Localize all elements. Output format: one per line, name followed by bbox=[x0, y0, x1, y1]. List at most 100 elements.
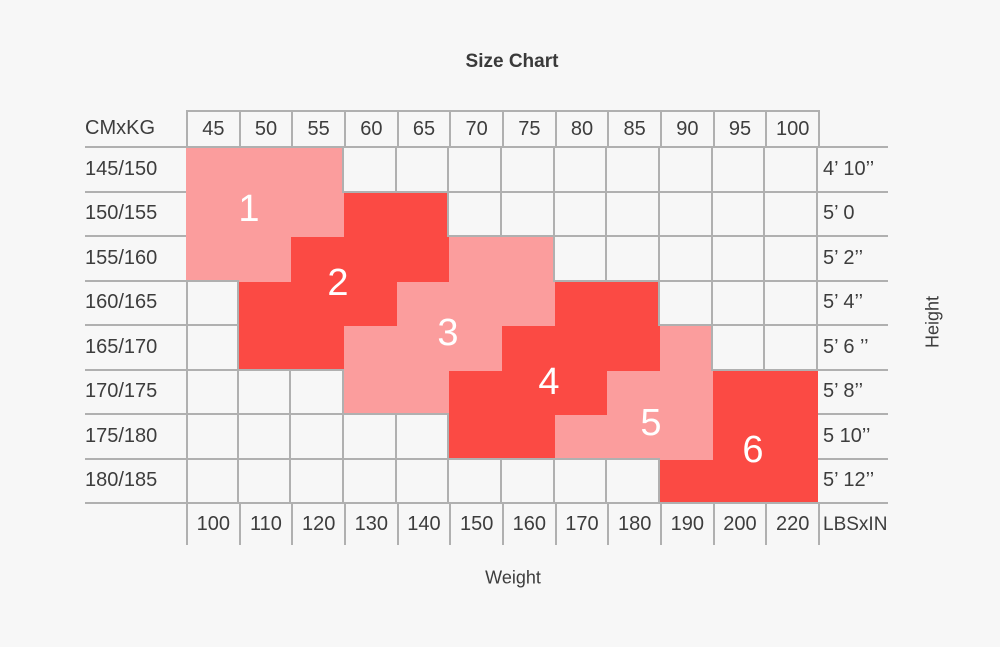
size-region-cell bbox=[449, 281, 502, 326]
size-region-cell bbox=[765, 415, 818, 460]
grid-cell bbox=[344, 148, 397, 193]
kg-header-cell: 75 bbox=[502, 110, 555, 148]
cm-row-label: 160/165 bbox=[85, 282, 186, 326]
kg-header-cell: 70 bbox=[449, 110, 502, 148]
size-region-cell bbox=[449, 326, 502, 371]
grid-cell bbox=[712, 148, 766, 193]
size-region-cell bbox=[291, 281, 344, 326]
chart-title: Size Chart bbox=[465, 51, 559, 72]
size-region-cell bbox=[712, 415, 766, 460]
grid-cell bbox=[186, 326, 239, 371]
grid-cell bbox=[344, 459, 397, 504]
grid-cell bbox=[660, 192, 713, 237]
size-region-cell bbox=[607, 370, 660, 415]
grid-cell bbox=[607, 148, 660, 193]
height-axis-label: Height bbox=[922, 295, 943, 349]
kg-header-cell: 60 bbox=[344, 110, 397, 148]
grid-cell bbox=[607, 237, 660, 282]
grid-cell bbox=[607, 459, 660, 504]
kg-header-cell: 80 bbox=[554, 110, 608, 148]
grid-cell bbox=[660, 281, 713, 326]
grid-cell bbox=[712, 326, 766, 371]
lbs-footer-cell: 110 bbox=[238, 504, 292, 545]
size-number-label: 5 bbox=[640, 402, 662, 444]
size-number-label: 2 bbox=[327, 262, 349, 304]
grid-cell bbox=[449, 192, 502, 237]
grid-cell bbox=[186, 459, 239, 504]
size-region-cell bbox=[449, 415, 502, 460]
lbs-footer-cell: 200 bbox=[712, 504, 766, 545]
grid-cell bbox=[238, 370, 292, 415]
size-region-cell bbox=[238, 148, 292, 193]
size-region-cell bbox=[291, 237, 344, 282]
grid-cell bbox=[765, 281, 818, 326]
size-region-cell bbox=[291, 148, 344, 193]
size-region-cell bbox=[291, 192, 344, 237]
ftin-row-label: 5’ 4’’ bbox=[818, 282, 888, 326]
kg-header-cell: 95 bbox=[712, 110, 766, 148]
size-region-cell bbox=[344, 370, 397, 415]
grid-cell bbox=[396, 415, 450, 460]
size-region-cell bbox=[449, 237, 502, 282]
lbs-footer-cell: 180 bbox=[607, 504, 660, 545]
grid-cell bbox=[291, 370, 344, 415]
size-region-cell bbox=[396, 192, 450, 237]
size-region-cell bbox=[396, 281, 450, 326]
grid-cell bbox=[660, 148, 713, 193]
cmxkg-corner-label: CMxKG bbox=[85, 110, 186, 148]
lbs-footer-cell: 130 bbox=[344, 504, 397, 545]
grid-cell bbox=[291, 459, 344, 504]
cm-row-label: 180/185 bbox=[85, 460, 186, 504]
lbs-footer-cell: 100 bbox=[186, 504, 239, 545]
ftin-row-label: 5 10’’ bbox=[818, 415, 888, 460]
grid-cell bbox=[238, 415, 292, 460]
size-region-cell bbox=[502, 281, 555, 326]
grid-cell bbox=[186, 281, 239, 326]
lbs-footer-cell: 190 bbox=[660, 504, 713, 545]
grid-cell bbox=[554, 237, 608, 282]
size-region-cell bbox=[607, 415, 660, 460]
ftin-row-label: 5’ 12’’ bbox=[818, 460, 888, 504]
size-region-cell bbox=[765, 370, 818, 415]
size-region-cell bbox=[607, 326, 660, 371]
size-region-cell bbox=[344, 237, 397, 282]
lbs-footer-cell: 170 bbox=[554, 504, 608, 545]
size-region-cell bbox=[396, 326, 450, 371]
size-region-cell bbox=[238, 326, 292, 371]
grid-cell bbox=[186, 370, 239, 415]
ftin-row-label: 5’ 6 ’’ bbox=[818, 326, 888, 371]
size-region-cell bbox=[502, 415, 555, 460]
size-region-cell bbox=[765, 459, 818, 504]
cm-row-label: 165/170 bbox=[85, 326, 186, 371]
grid-cell bbox=[449, 148, 502, 193]
ftin-row-label: 4’ 10’’ bbox=[818, 148, 888, 193]
size-number-label: 1 bbox=[238, 188, 260, 230]
size-region-cell bbox=[186, 192, 239, 237]
grid-cell bbox=[765, 326, 818, 371]
kg-header-cell: 45 bbox=[186, 110, 239, 148]
lbs-footer-cell: 120 bbox=[291, 504, 344, 545]
lbs-footer-cell: 160 bbox=[502, 504, 555, 545]
grid-cell bbox=[712, 192, 766, 237]
lbs-footer-cell: 220 bbox=[765, 504, 818, 545]
size-region-cell bbox=[238, 237, 292, 282]
grid-cell bbox=[765, 192, 818, 237]
size-region-cell bbox=[554, 281, 608, 326]
lbsxin-corner-label: LBSxIN bbox=[818, 504, 888, 545]
grid-cell bbox=[502, 148, 555, 193]
size-region-cell bbox=[238, 192, 292, 237]
grid-cell bbox=[765, 237, 818, 282]
size-region-cell bbox=[502, 326, 555, 371]
size-region-cell bbox=[502, 237, 555, 282]
kg-header-cell: 100 bbox=[765, 110, 818, 148]
size-region-cell bbox=[344, 281, 397, 326]
size-number-label: 6 bbox=[742, 429, 764, 471]
grid-cell bbox=[291, 415, 344, 460]
size-region-cell bbox=[660, 415, 713, 460]
grid-cell bbox=[502, 459, 555, 504]
size-region-cell bbox=[554, 415, 608, 460]
cm-row-label: 145/150 bbox=[85, 148, 186, 193]
size-region-cell bbox=[186, 237, 239, 282]
grid-cell bbox=[554, 459, 608, 504]
